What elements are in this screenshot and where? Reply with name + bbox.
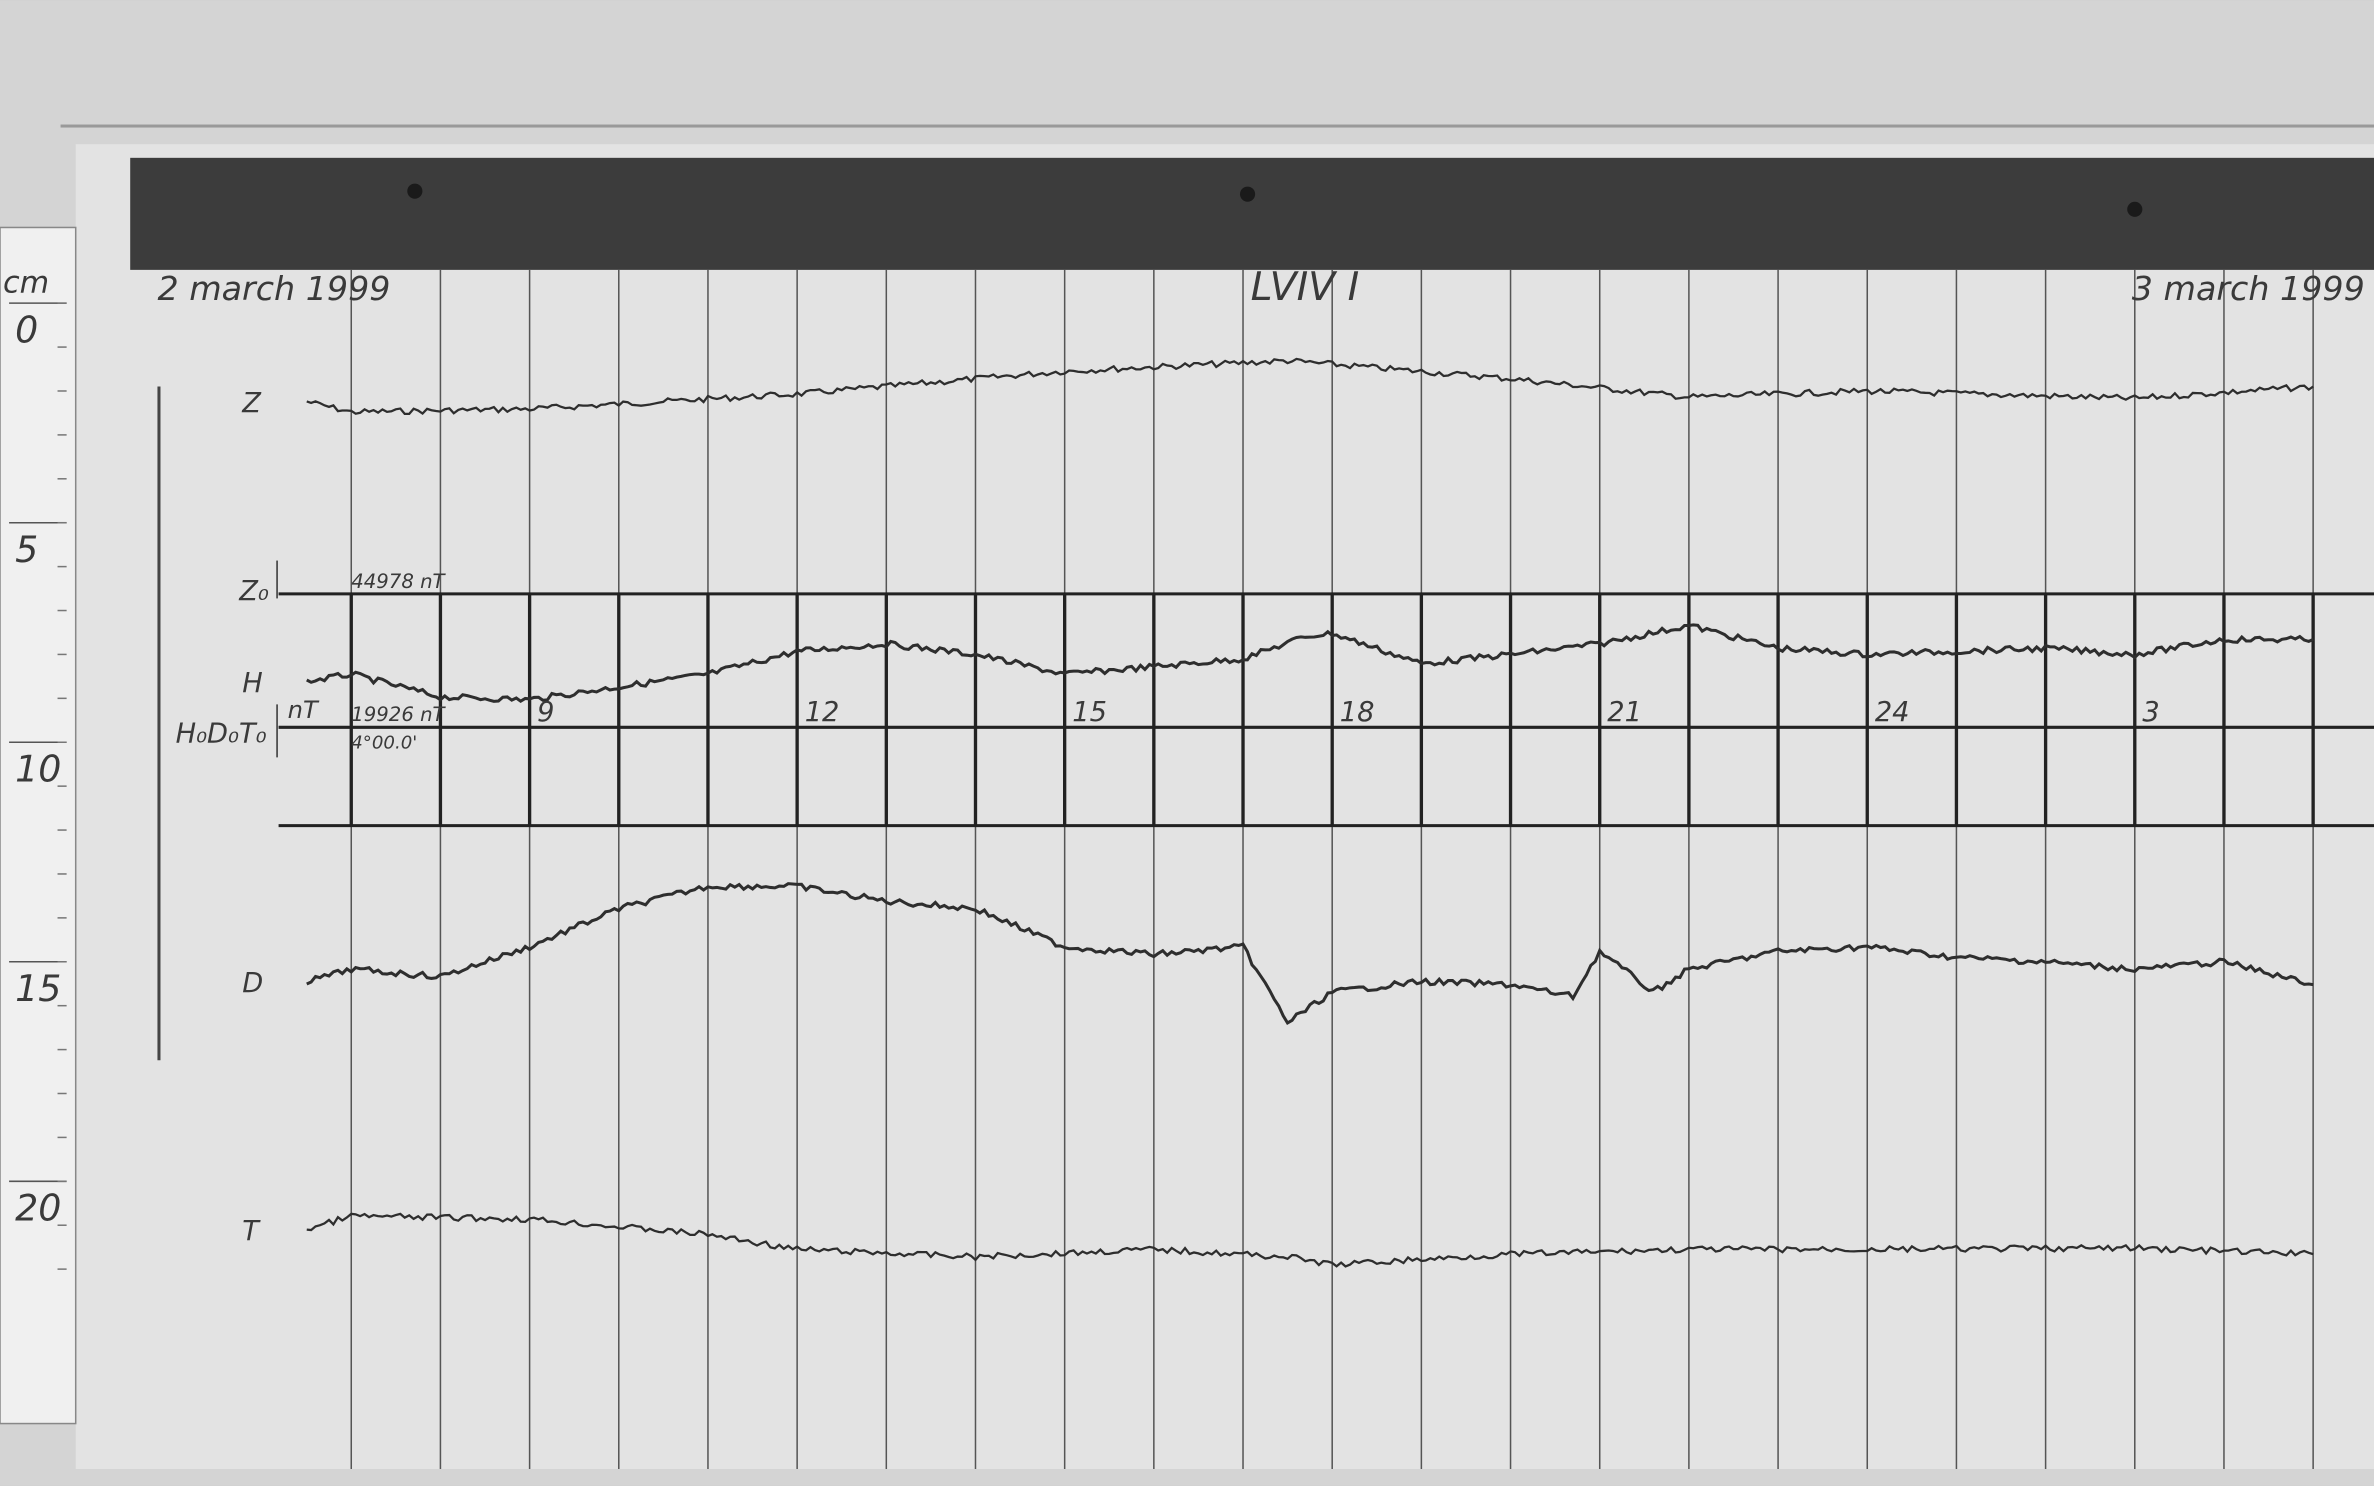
hour-tick-label: 24 bbox=[1875, 697, 1910, 728]
trace-d bbox=[306, 882, 2314, 1025]
paper bbox=[75, 144, 2374, 1469]
hour-tick-label: 21 bbox=[1607, 697, 1642, 728]
ruler-tick-label: 15 bbox=[15, 967, 61, 1010]
station-title: LVIV I bbox=[1251, 264, 1360, 310]
baseline-value: 19926 nT bbox=[351, 703, 446, 726]
trace-label-t: T bbox=[242, 1216, 261, 1247]
ruler-tick-label: 0 bbox=[15, 309, 38, 352]
hour-tick-label: 3 bbox=[2142, 697, 2159, 728]
baseline-label: Z₀ bbox=[238, 576, 269, 607]
trace-label-d: D bbox=[242, 968, 263, 999]
baseline-value: 44978 nT bbox=[351, 570, 446, 593]
hour-tick-label: 12 bbox=[805, 697, 840, 728]
baseline-label: H₀D₀T₀ bbox=[176, 718, 267, 749]
unit-label: nT bbox=[288, 696, 320, 724]
frame-edge bbox=[60, 124, 2374, 128]
pin-icon bbox=[407, 183, 423, 199]
trace-label-h: H bbox=[242, 668, 262, 699]
ruler-tick-label: 5 bbox=[15, 528, 38, 571]
pin-icon bbox=[2127, 201, 2143, 217]
tape-strip bbox=[130, 157, 2374, 270]
hour-tick-label: 9 bbox=[537, 697, 554, 728]
hour-tick-label: 18 bbox=[1340, 697, 1375, 728]
baseline-value-2: 4°00.0' bbox=[351, 733, 417, 754]
trace-h bbox=[306, 623, 2314, 704]
ruler-tick-label: 10 bbox=[15, 748, 61, 791]
hour-tick-label: 15 bbox=[1072, 697, 1107, 728]
trace-t bbox=[306, 1212, 2314, 1268]
trace-label-z: Z bbox=[241, 388, 262, 419]
date-end: 3 march 1999 bbox=[2132, 269, 2365, 308]
date-start: 2 march 1999 bbox=[157, 269, 390, 308]
pin-icon bbox=[1239, 186, 1256, 202]
ruler-unit: cm bbox=[3, 266, 49, 301]
ruler-tick-label: 20 bbox=[15, 1187, 61, 1230]
trace-z bbox=[306, 357, 2314, 416]
cm-ruler bbox=[0, 226, 77, 1425]
